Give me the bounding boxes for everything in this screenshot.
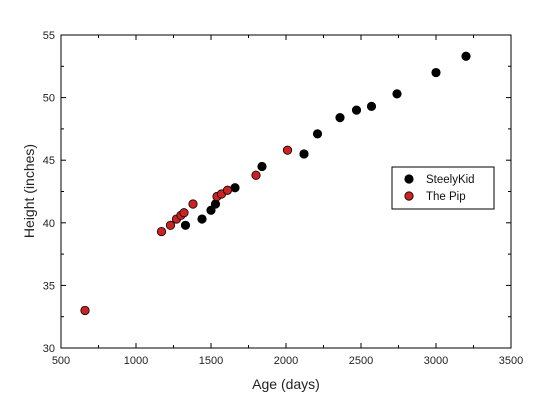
legend-marker-steelykid [404,174,414,184]
data-point-steelykid [197,214,207,224]
data-point-steelykid [210,199,221,209]
data-point-steelykid [335,113,345,123]
x-tick-label: 2500 [349,355,373,367]
legend-marker-the-pip [404,191,414,201]
legend: SteelyKid The Pip [391,166,495,210]
data-points [80,51,471,316]
x-tick-label: 2000 [274,355,298,367]
data-point-steelykid [206,205,216,215]
data-point-steelykid [351,105,362,115]
data-point-steelykid [392,89,402,99]
data-point-steelykid [366,101,377,111]
data-point-the-pip [282,145,293,155]
data-point-steelykid [299,149,309,159]
axis-ticks [60,34,512,349]
x-tick-label: 1000 [124,355,148,367]
y-tick-label: 50 [43,93,55,105]
data-point-steelykid [180,220,191,230]
x-tick-label: 1500 [199,355,223,367]
data-point-the-pip [222,185,233,195]
data-point-steelykid [461,51,471,61]
data-point-the-pip [251,170,261,180]
y-axis-title: Height (inches) [21,144,37,238]
data-point-the-pip [188,199,198,209]
data-point-steelykid [257,161,267,172]
x-tick-label: 500 [52,355,70,367]
y-tick-label: 40 [43,218,55,230]
x-tick-label: 3500 [499,355,523,367]
legend-box [391,166,495,210]
tick-labels: 500 1000 1500 2000 2500 3000 3500 30 35 40 45 50 55 [43,30,523,367]
data-point-the-pip [179,208,189,218]
legend-label-the-pip: The Pip [426,191,466,203]
data-point-the-pip [165,220,176,230]
x-axis-title: Age (days) [252,376,320,392]
y-tick-label: 30 [43,343,55,355]
y-tick-label: 55 [43,30,55,42]
y-tick-label: 45 [43,155,55,167]
y-tick-label: 35 [43,280,55,292]
data-point-steelykid [431,67,441,78]
data-point-the-pip [80,305,90,316]
legend-label-steelykid: SteelyKid [426,174,475,186]
x-tick-label: 3000 [424,355,448,367]
data-point-the-pip [156,226,167,237]
data-point-steelykid [312,129,323,139]
